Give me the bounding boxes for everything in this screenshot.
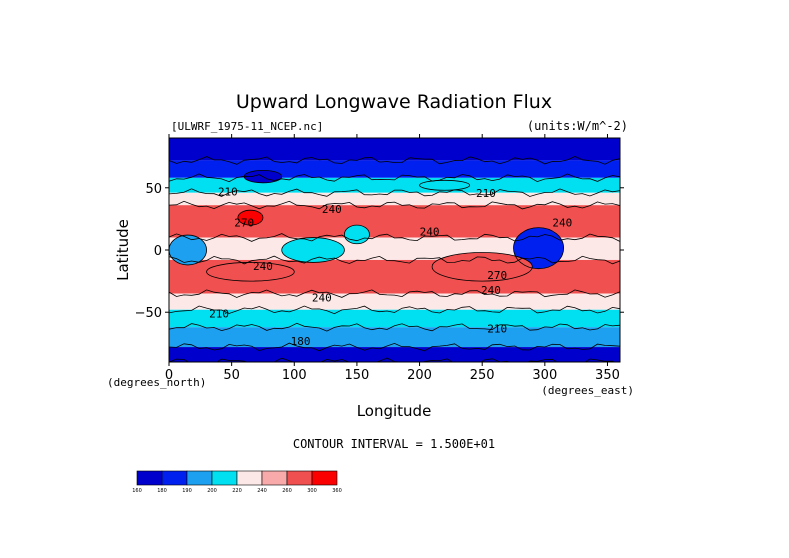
contour-line (513, 227, 565, 270)
contour-line (169, 233, 620, 242)
contour-line (169, 322, 620, 332)
colorbar-tick-label: 200 (207, 488, 217, 494)
y-tick-label: 50 (145, 182, 162, 197)
contour-line (169, 305, 620, 315)
plot-area (169, 138, 620, 362)
y-tick-label: −50 (135, 306, 162, 321)
colorbar-swatch (286, 470, 313, 486)
field-band (169, 160, 620, 178)
contour-interval-text: CONTOUR INTERVAL = 1.500E+01 (293, 437, 495, 451)
field-patch (169, 235, 207, 265)
x-tick-label: 0 (165, 368, 173, 383)
contour-line (169, 234, 207, 266)
units-label: (units:W/m^-2) (527, 119, 628, 133)
contour-line (169, 255, 620, 265)
x-unit-label: (degrees_east) (541, 384, 634, 397)
field-patch (432, 252, 533, 282)
y-axis-label: Latitude (114, 219, 132, 281)
colorbar-swatch (311, 470, 338, 486)
contour-label: 210 (209, 307, 229, 320)
colorbar-tick-label: 190 (182, 488, 192, 494)
contour-line (169, 188, 620, 197)
contour-label: 240 (420, 225, 440, 238)
contour-label: 210 (476, 187, 496, 200)
field-patch (237, 210, 263, 226)
x-tick-label: 200 (407, 368, 432, 383)
colorbar-swatch (186, 470, 213, 486)
field-band (169, 347, 620, 362)
y-tick-label: 0 (154, 244, 162, 259)
contour-label: 210 (218, 186, 238, 199)
field-band (169, 192, 620, 206)
field-patch (281, 237, 345, 263)
colorbar-tick-label: 260 (282, 488, 292, 494)
x-tick-label: 300 (532, 368, 557, 383)
contour-line (169, 200, 620, 210)
contour-label: 240 (322, 203, 342, 216)
contour-line (237, 209, 264, 226)
field-patch (419, 180, 470, 191)
field-band (169, 177, 620, 193)
colorbar-swatch (211, 470, 238, 486)
contour-line (343, 224, 370, 245)
contour-label: 240 (552, 217, 572, 230)
contour-line (206, 262, 295, 282)
colorbar-tick-label: 220 (232, 488, 242, 494)
colorbar-swatch (161, 470, 188, 486)
contour-label: 180 (291, 335, 311, 348)
colorbar: 160 180 190 200 220 240 260 300 360 (132, 470, 342, 494)
contour-line (431, 252, 533, 282)
colorbar-tick-label: 360 (332, 488, 342, 494)
chart-title: Upward Longwave Radiation Flux (236, 91, 552, 113)
field-patch (206, 262, 295, 282)
contour-line (169, 289, 620, 298)
contour-label: 240 (481, 284, 501, 297)
contour-line (419, 179, 471, 191)
colorbar-tick-label: 160 (132, 488, 142, 494)
x-tick-label: 250 (470, 368, 495, 383)
field-band (169, 327, 620, 348)
contour-line (281, 237, 345, 263)
x-tick-label: 150 (345, 368, 370, 383)
contour-line (169, 342, 620, 352)
field-band (169, 293, 620, 310)
contour-label: 210 (487, 322, 507, 335)
contour-label: 240 (253, 260, 273, 273)
x-tick-label: 100 (282, 368, 307, 383)
colorbar-swatch (261, 470, 288, 486)
field-band (169, 138, 620, 161)
y-unit-label: (degrees_north) (107, 376, 206, 389)
colorbar-swatch (136, 470, 163, 486)
colorbar-swatch (236, 470, 263, 486)
colorbar-tick-label: 240 (257, 488, 267, 494)
contour-label: 270 (234, 217, 254, 230)
contour-line (169, 155, 620, 165)
x-axis-label: Longitude (357, 402, 432, 420)
colorbar-tick-label: 300 (307, 488, 317, 494)
source-label: [ULWRF_1975-11_NCEP.nc] (171, 120, 323, 133)
contour-line (243, 169, 283, 184)
contour-label: 240 (312, 291, 332, 304)
field-band (169, 309, 620, 328)
contour-label: 270 (487, 269, 507, 282)
x-tick-label: 50 (223, 368, 240, 383)
colorbar-tick-label: 180 (157, 488, 167, 494)
x-tick-label: 350 (595, 368, 620, 383)
